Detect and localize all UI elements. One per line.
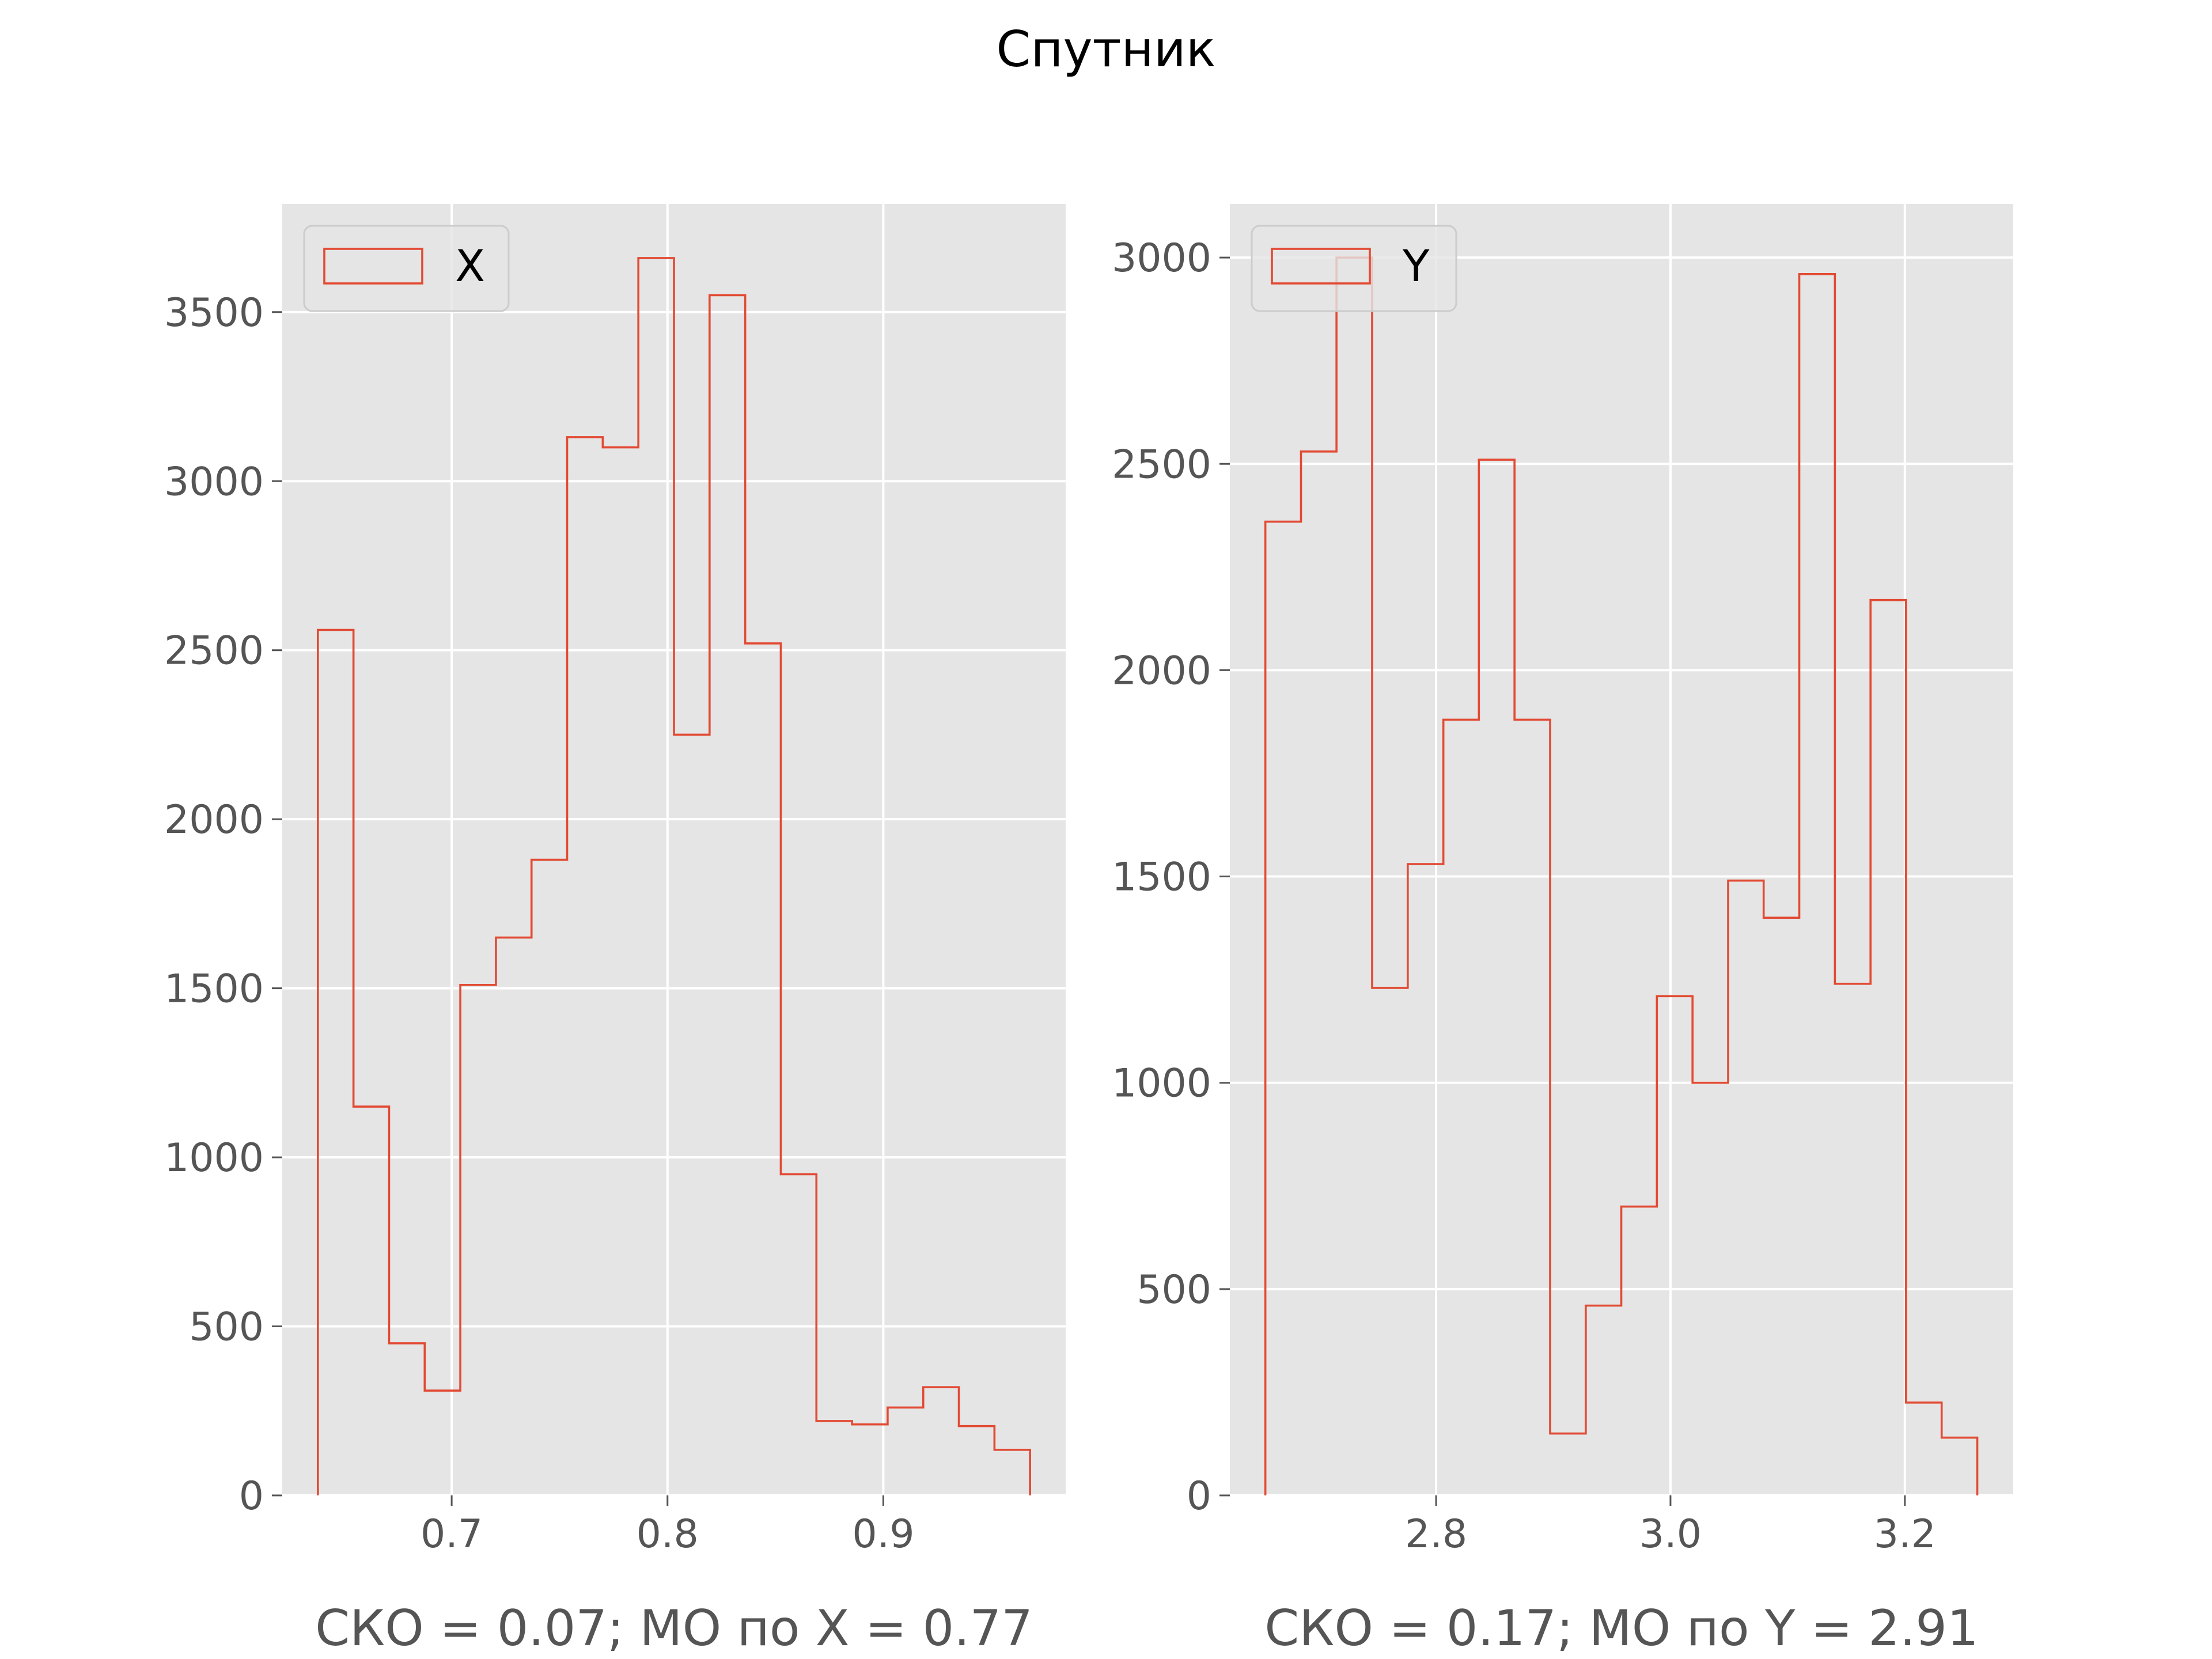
legend-x-label: X [455, 240, 485, 291]
x-tick-label-x-2: 0.9 [852, 1512, 914, 1557]
x-tick-label-y-0: 2.8 [1405, 1512, 1467, 1557]
y-tick-label-x-4: 2000 [164, 797, 264, 843]
x-axis-label-x: СКО = 0.07; МО по X = 0.77 [315, 1600, 1033, 1657]
y-tick-label-x-5: 2500 [164, 628, 264, 674]
legend-y-label: Y [1402, 240, 1430, 291]
y-tick-label-y-2: 1000 [1112, 1061, 1211, 1107]
x-axis-label-y: СКО = 0.17; МО по Y = 2.91 [1264, 1600, 1978, 1657]
histogram-y-step [1264, 256, 1979, 1495]
y-tick-label-y-4: 2000 [1112, 648, 1211, 694]
x-tick-label-y-2: 3.2 [1874, 1512, 1936, 1557]
x-tick-label-y-1: 3.0 [1639, 1512, 1702, 1557]
x-tick-label-x-1: 0.8 [637, 1512, 699, 1557]
y-tick-label-y-6: 3000 [1112, 236, 1211, 281]
y-tick-label-y-3: 1500 [1112, 855, 1211, 900]
legend-y-frame [1251, 225, 1457, 312]
y-tick-label-x-3: 1500 [164, 967, 264, 1012]
y-tick-label-x-0: 0 [239, 1474, 264, 1519]
y-tick-label-x-2: 1000 [164, 1135, 264, 1181]
histogram-x-step [317, 257, 1031, 1495]
figure-title: Спутник [996, 21, 1216, 78]
y-tick-label-x-1: 500 [189, 1305, 264, 1350]
y-tick-label-x-6: 3000 [164, 459, 264, 505]
y-tick-label-y-1: 500 [1137, 1267, 1211, 1313]
y-tick-label-y-5: 2500 [1112, 442, 1211, 487]
y-tick-label-y-0: 0 [1187, 1474, 1211, 1519]
legend-x-frame [303, 225, 510, 312]
legend-x-swatch [323, 248, 423, 285]
y-tick-label-x-7: 3500 [164, 290, 264, 336]
legend-y-swatch [1271, 248, 1371, 285]
x-tick-label-x-0: 0.7 [421, 1512, 483, 1557]
